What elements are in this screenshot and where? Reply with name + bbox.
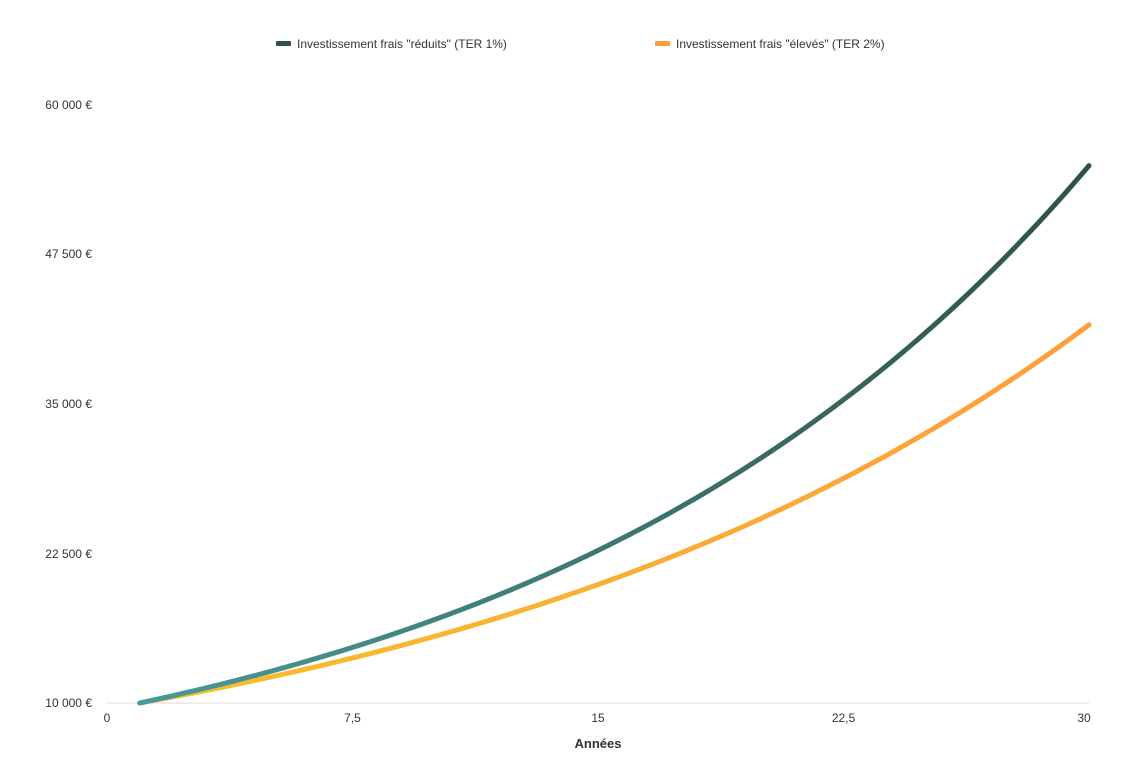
legend-item-1[interactable]: Investissement frais "élevés" (TER 2%) [655,37,885,51]
y-tick-label: 35 000 € [45,397,92,411]
x-axis: 0 7,5 15 22,5 30 Années [104,702,1091,751]
series-line-eleves[interactable] [137,322,1092,706]
x-tick-label: 15 [591,711,605,725]
y-tick-label: 60 000 € [45,98,92,112]
y-axis: 10 000 € 22 500 € 35 000 € 47 500 € 60 0… [45,98,92,710]
x-axis-title: Années [575,736,622,751]
x-tick-label: 7,5 [344,711,361,725]
legend: Investissement frais "réduits" (TER 1%) … [276,37,885,51]
x-tick-label: 30 [1077,711,1091,725]
legend-swatch-0 [276,41,291,46]
y-tick-label: 10 000 € [45,696,92,710]
legend-swatch-1 [655,41,670,46]
x-tick-label: 0 [104,711,111,725]
legend-label-0: Investissement frais "réduits" (TER 1%) [297,37,507,51]
y-tick-label: 22 500 € [45,547,92,561]
plot-area [137,163,1092,706]
series-line-reduits[interactable] [137,163,1092,706]
legend-item-0[interactable]: Investissement frais "réduits" (TER 1%) [276,37,507,51]
x-tick-label: 22,5 [832,711,856,725]
legend-label-1: Investissement frais "élevés" (TER 2%) [676,37,885,51]
y-tick-label: 47 500 € [45,247,92,261]
